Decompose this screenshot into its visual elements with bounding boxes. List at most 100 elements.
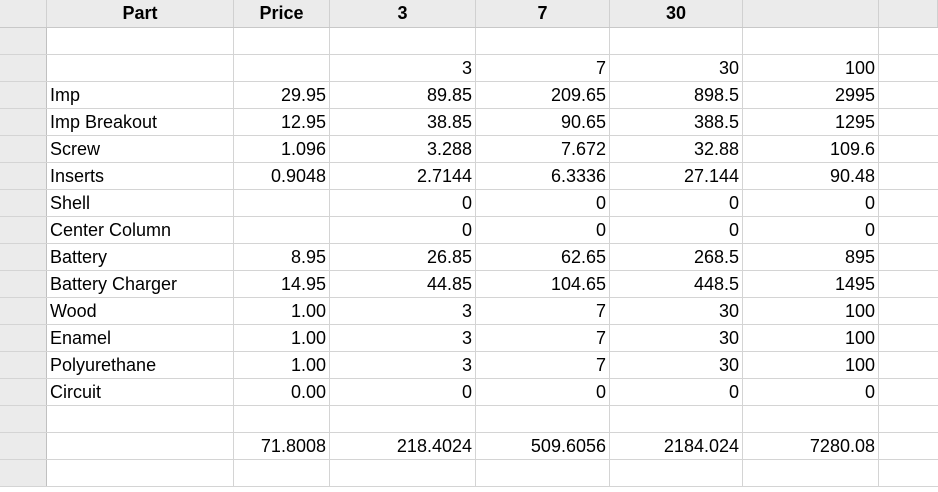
cell-qty-30[interactable]: 30 <box>610 298 743 324</box>
cell-qty-100[interactable]: 895 <box>743 244 879 270</box>
cell-extra[interactable] <box>879 244 938 270</box>
cell-part[interactable]: Center Column <box>47 217 234 243</box>
row-header[interactable] <box>0 352 47 378</box>
cell-qty-100[interactable]: 0 <box>743 217 879 243</box>
cell-part[interactable]: Enamel <box>47 325 234 351</box>
cell-extra[interactable] <box>879 379 938 405</box>
cell-part[interactable] <box>47 406 234 432</box>
column-header-part[interactable]: Part <box>47 0 234 27</box>
cell-extra[interactable] <box>879 190 938 216</box>
cell-qty-100[interactable]: 2995 <box>743 82 879 108</box>
cell-qty-7[interactable]: 7 <box>476 55 610 81</box>
cell-qty-30[interactable]: 30 <box>610 55 743 81</box>
cell-qty-7[interactable]: 6.3336 <box>476 163 610 189</box>
cell-qty-3[interactable]: 3 <box>330 298 476 324</box>
row-header[interactable] <box>0 460 47 486</box>
cell-qty-7[interactable] <box>476 406 610 432</box>
cell-qty-30[interactable]: 27.144 <box>610 163 743 189</box>
cell-qty-30[interactable]: 30 <box>610 352 743 378</box>
cell-extra[interactable] <box>879 109 938 135</box>
row-header[interactable] <box>0 244 47 270</box>
cell-price[interactable]: 14.95 <box>234 271 330 297</box>
cell-qty-7[interactable]: 62.65 <box>476 244 610 270</box>
row-header[interactable] <box>0 271 47 297</box>
cell-qty-3[interactable]: 3.288 <box>330 136 476 162</box>
cell-qty-100[interactable]: 109.6 <box>743 136 879 162</box>
cell-qty-3[interactable]: 44.85 <box>330 271 476 297</box>
cell-extra[interactable] <box>879 55 938 81</box>
cell-extra[interactable] <box>879 325 938 351</box>
cell-qty-100[interactable]: 100 <box>743 55 879 81</box>
cell-price[interactable]: 0.9048 <box>234 163 330 189</box>
cell-qty-100[interactable] <box>743 460 879 486</box>
cell-part[interactable]: Screw <box>47 136 234 162</box>
cell-qty-7[interactable]: 104.65 <box>476 271 610 297</box>
cell-price[interactable] <box>234 190 330 216</box>
cell-qty-3[interactable] <box>330 28 476 54</box>
cell-qty-7[interactable]: 90.65 <box>476 109 610 135</box>
cell-qty-30[interactable]: 268.5 <box>610 244 743 270</box>
cell-price[interactable]: 8.95 <box>234 244 330 270</box>
cell-qty-7[interactable]: 209.65 <box>476 82 610 108</box>
column-header-7[interactable]: 7 <box>476 0 610 27</box>
cell-qty-30[interactable]: 898.5 <box>610 82 743 108</box>
column-header-extra[interactable] <box>879 0 938 27</box>
cell-qty-100[interactable]: 0 <box>743 379 879 405</box>
cell-part[interactable]: Battery Charger <box>47 271 234 297</box>
cell-extra[interactable] <box>879 217 938 243</box>
cell-qty-30[interactable]: 0 <box>610 190 743 216</box>
cell-price[interactable]: 1.00 <box>234 298 330 324</box>
cell-qty-7[interactable]: 7.672 <box>476 136 610 162</box>
row-header[interactable] <box>0 28 47 54</box>
cell-qty-100[interactable] <box>743 406 879 432</box>
cell-qty-100[interactable]: 100 <box>743 325 879 351</box>
row-header[interactable] <box>0 136 47 162</box>
cell-price[interactable]: 1.00 <box>234 352 330 378</box>
cell-qty-100[interactable]: 1295 <box>743 109 879 135</box>
cell-part[interactable]: Imp <box>47 82 234 108</box>
row-header[interactable] <box>0 325 47 351</box>
corner-cell[interactable] <box>0 0 47 27</box>
cell-qty-3[interactable]: 218.4024 <box>330 433 476 459</box>
cell-part[interactable] <box>47 460 234 486</box>
cell-extra[interactable] <box>879 406 938 432</box>
cell-price[interactable]: 12.95 <box>234 109 330 135</box>
row-header[interactable] <box>0 298 47 324</box>
cell-qty-7[interactable]: 7 <box>476 325 610 351</box>
cell-extra[interactable] <box>879 271 938 297</box>
cell-price[interactable] <box>234 460 330 486</box>
cell-qty-30[interactable]: 388.5 <box>610 109 743 135</box>
cell-part[interactable]: Circuit <box>47 379 234 405</box>
cell-qty-100[interactable]: 100 <box>743 298 879 324</box>
cell-qty-3[interactable]: 2.7144 <box>330 163 476 189</box>
cell-extra[interactable] <box>879 460 938 486</box>
cell-qty-3[interactable]: 0 <box>330 217 476 243</box>
cell-extra[interactable] <box>879 28 938 54</box>
cell-qty-100[interactable]: 100 <box>743 352 879 378</box>
cell-qty-100[interactable]: 1495 <box>743 271 879 297</box>
cell-extra[interactable] <box>879 136 938 162</box>
cell-part[interactable]: Imp Breakout <box>47 109 234 135</box>
row-header[interactable] <box>0 433 47 459</box>
cell-qty-3[interactable]: 0 <box>330 379 476 405</box>
cell-price[interactable]: 0.00 <box>234 379 330 405</box>
cell-qty-3[interactable]: 26.85 <box>330 244 476 270</box>
cell-qty-3[interactable] <box>330 460 476 486</box>
cell-part[interactable] <box>47 433 234 459</box>
cell-price[interactable] <box>234 406 330 432</box>
row-header[interactable] <box>0 190 47 216</box>
cell-qty-100[interactable]: 90.48 <box>743 163 879 189</box>
cell-qty-100[interactable]: 0 <box>743 190 879 216</box>
cell-qty-3[interactable]: 3 <box>330 55 476 81</box>
cell-qty-7[interactable]: 0 <box>476 379 610 405</box>
cell-part[interactable]: Wood <box>47 298 234 324</box>
cell-extra[interactable] <box>879 352 938 378</box>
row-header[interactable] <box>0 217 47 243</box>
cell-qty-30[interactable]: 30 <box>610 325 743 351</box>
cell-qty-30[interactable] <box>610 28 743 54</box>
row-header[interactable] <box>0 55 47 81</box>
cell-qty-30[interactable]: 32.88 <box>610 136 743 162</box>
cell-qty-30[interactable] <box>610 406 743 432</box>
cell-qty-7[interactable]: 0 <box>476 190 610 216</box>
cell-qty-3[interactable]: 38.85 <box>330 109 476 135</box>
